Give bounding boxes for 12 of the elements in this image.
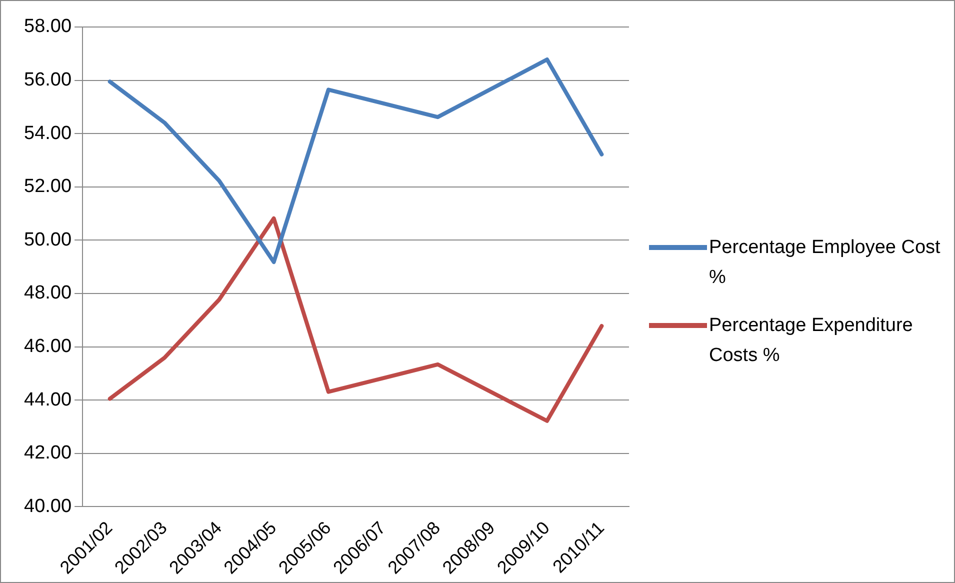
- legend-label: Percentage Expenditure Costs %: [709, 314, 914, 368]
- y-tick-label: 48.00: [24, 282, 72, 304]
- y-tick-label: 58.00: [24, 16, 72, 38]
- y-tick-label: 50.00: [24, 229, 72, 250]
- y-tick-label: 54.00: [24, 122, 72, 144]
- y-tick-label: 44.00: [24, 389, 72, 410]
- y-tick-label: 56.00: [24, 70, 72, 91]
- legend-label: Percentage Employee Cost %: [709, 236, 942, 290]
- y-tick-label: 40.00: [24, 496, 72, 517]
- y-tick-label: 42.00: [24, 442, 72, 464]
- y-tick-label: 52.00: [24, 176, 72, 198]
- y-tick-label: 46.00: [24, 336, 72, 358]
